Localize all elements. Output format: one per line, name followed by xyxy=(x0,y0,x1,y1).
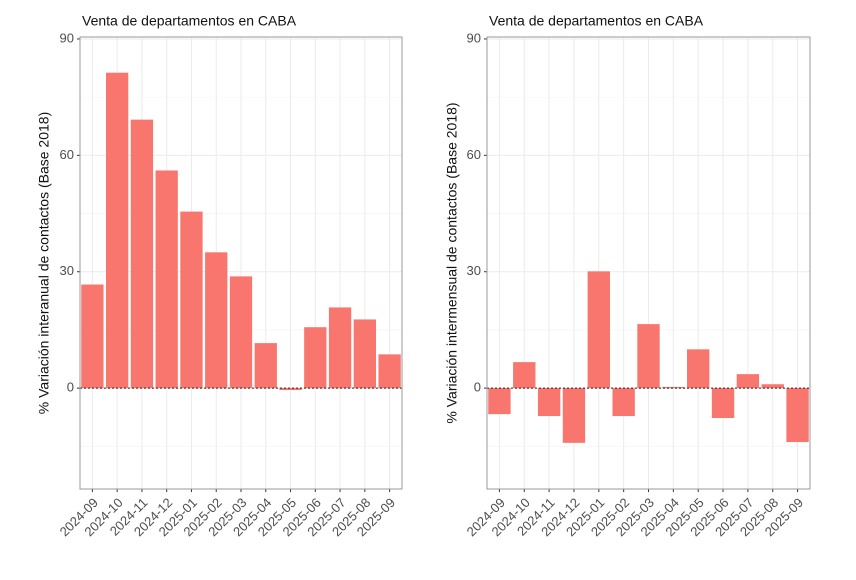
bar xyxy=(786,388,809,443)
bar xyxy=(304,327,327,389)
y-axis-label: % Variación interanual de contactos (Bas… xyxy=(36,112,52,414)
y-tick-label: 30 xyxy=(60,263,74,278)
bar xyxy=(513,362,536,389)
bar xyxy=(180,211,203,389)
bar xyxy=(328,307,352,389)
bar xyxy=(761,384,784,389)
bar xyxy=(736,374,760,389)
bar xyxy=(155,170,178,389)
bar xyxy=(537,388,561,417)
chart-title: Venta de departamentos en CABA xyxy=(82,13,297,29)
bar xyxy=(687,349,710,389)
bar xyxy=(711,388,735,418)
y-tick-label: 0 xyxy=(474,380,481,395)
bar xyxy=(562,388,586,443)
y-tick-label: 0 xyxy=(67,380,74,395)
bar xyxy=(587,271,610,389)
panel-border xyxy=(79,36,403,490)
bar xyxy=(662,386,685,389)
bar xyxy=(229,276,253,389)
y-tick-label: 90 xyxy=(60,30,74,45)
panel-border xyxy=(486,36,811,490)
y-axis-label: % Variación intermensual de contactos (B… xyxy=(444,102,460,423)
bar xyxy=(612,388,635,417)
bar xyxy=(205,252,228,389)
y-tick-label: 30 xyxy=(467,263,481,278)
y-tick-label: 60 xyxy=(60,147,74,162)
bar xyxy=(130,119,154,389)
chart-title: Venta de departamentos en CABA xyxy=(489,13,704,29)
bar xyxy=(488,388,511,415)
bar xyxy=(353,319,376,389)
bar xyxy=(106,72,129,389)
bar xyxy=(378,354,401,389)
bar xyxy=(254,343,277,389)
y-tick-label: 90 xyxy=(467,30,481,45)
y-tick-label: 60 xyxy=(467,147,481,162)
bar xyxy=(637,324,660,389)
bar xyxy=(81,284,104,389)
bar xyxy=(279,388,302,391)
